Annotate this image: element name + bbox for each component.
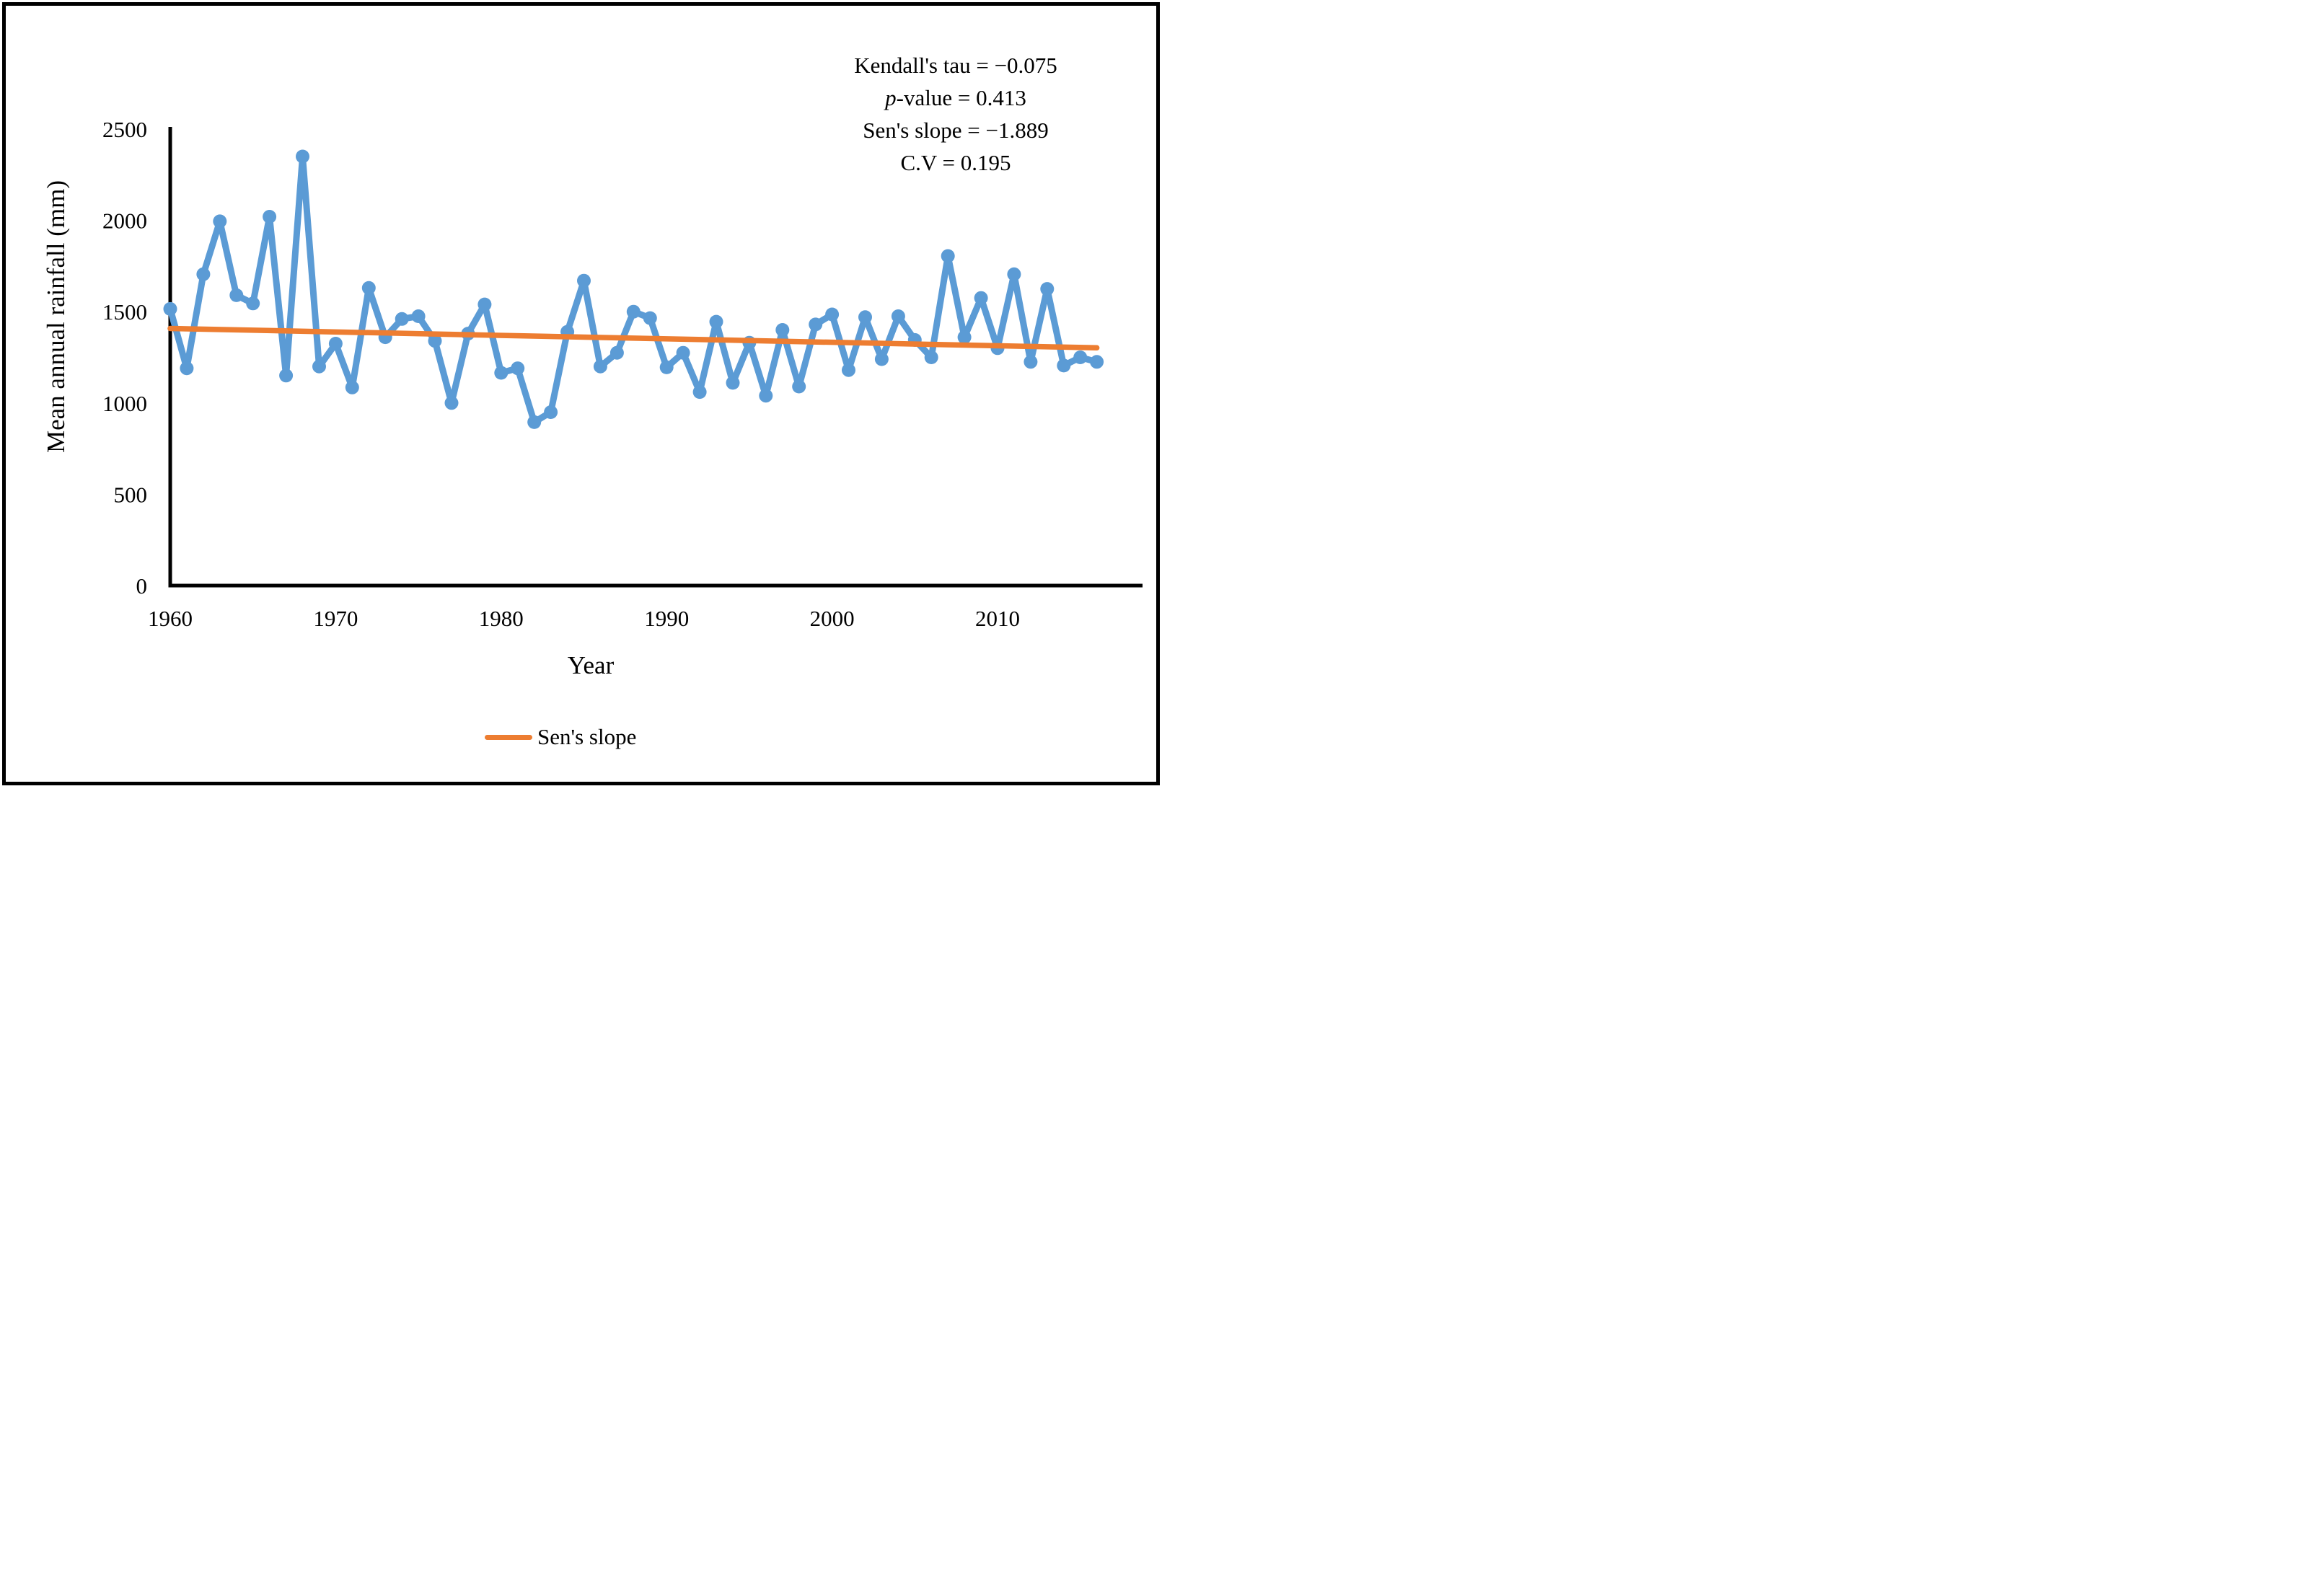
data-point-marker [213, 214, 227, 229]
figure-canvas: 0 500 1000 1500 2000 2500 1960 1970 1980 1990 2000… [0, 0, 1162, 788]
data-point-marker [1090, 355, 1104, 369]
data-point-marker [477, 297, 492, 312]
stats-line-p-value: p-value = 0.413 [736, 81, 1162, 114]
data-point-marker [527, 415, 542, 429]
data-point-marker [692, 385, 707, 400]
data-point-marker [345, 380, 359, 394]
data-point-marker [792, 379, 806, 394]
y-tick-label: 1500 [102, 299, 147, 325]
stats-line-sens-slope: Sen's slope = −1.889 [863, 118, 1049, 143]
data-point-marker [428, 334, 442, 348]
data-point-marker [411, 309, 426, 323]
x-tick-label: 2000 [810, 606, 855, 631]
data-point-marker [163, 301, 177, 316]
legend-label: Sen's slope [537, 724, 637, 749]
data-point-marker [858, 310, 872, 325]
rainfall-series-line [167, 153, 1101, 425]
y-axis-title: Mean annual rainfall (mm) [42, 180, 70, 454]
y-tick-label: 500 [114, 482, 148, 507]
data-point-marker [643, 311, 657, 325]
data-point-marker [229, 288, 244, 302]
data-point-marker [626, 304, 641, 319]
y-tick-label: 2000 [102, 208, 147, 234]
data-point-marker [1024, 355, 1038, 369]
x-tick-label: 1970 [313, 606, 358, 631]
data-point-marker [609, 345, 624, 360]
data-point-marker [759, 389, 773, 403]
x-axis-title: Year [567, 651, 615, 679]
data-point-marker [726, 376, 740, 390]
x-tick-label: 2010 [975, 606, 1020, 631]
p-value-italic-p: p [885, 85, 897, 110]
stats-line-cv: C.V = 0.195 [900, 150, 1011, 175]
data-point-marker [1007, 267, 1021, 281]
data-point-marker [809, 317, 823, 332]
data-point-marker [444, 396, 459, 410]
y-tick-label: 2500 [102, 117, 147, 142]
stats-line-kendall-tau: Kendall's tau = −0.075 [854, 53, 1057, 78]
stats-annotation: Kendall's tau = −0.075 p-value = 0.413 S… [736, 49, 1162, 179]
data-point-marker [328, 337, 343, 350]
x-tick-label: 1980 [479, 606, 524, 631]
data-point-marker [180, 361, 194, 376]
data-point-marker [775, 323, 790, 337]
data-point-marker [312, 359, 326, 374]
data-point-marker [395, 312, 409, 326]
data-point-marker [196, 267, 211, 281]
data-point-marker [825, 307, 840, 322]
p-value-rest: -value = 0.413 [896, 85, 1026, 110]
y-tick-label: 0 [136, 573, 148, 599]
data-point-marker [1040, 282, 1055, 296]
x-tick-label: 1990 [644, 606, 689, 631]
data-point-marker [577, 273, 591, 288]
data-point-marker [246, 296, 260, 311]
data-point-marker [874, 352, 889, 366]
y-tick-label: 1000 [102, 391, 147, 416]
data-point-marker [941, 249, 955, 263]
data-point-marker [361, 281, 376, 295]
data-point-marker [593, 359, 607, 374]
data-point-marker [891, 309, 905, 323]
sens-slope-trend-line [167, 325, 1100, 351]
data-point-marker [544, 405, 558, 419]
data-point-marker [659, 360, 674, 374]
data-point-marker [1057, 358, 1071, 373]
sens-slope-legend-line-icon [485, 734, 532, 740]
data-point-marker [279, 369, 294, 383]
data-point-marker [676, 345, 690, 360]
data-point-marker [511, 361, 525, 376]
data-point-marker [924, 350, 938, 364]
data-point-marker [842, 363, 855, 377]
rainfall-trend-chart: 0 500 1000 1500 2000 2500 1960 1970 1980 1990 2000… [102, 117, 1143, 631]
data-point-marker [263, 210, 277, 224]
legend: Sen's slope [485, 721, 636, 753]
data-point-marker [957, 330, 972, 345]
data-point-marker [709, 314, 723, 329]
data-point-marker [974, 291, 988, 305]
data-point-marker [1073, 350, 1088, 364]
data-point-marker [296, 149, 309, 164]
data-point-marker [494, 366, 509, 380]
x-tick-label: 1960 [148, 606, 193, 631]
